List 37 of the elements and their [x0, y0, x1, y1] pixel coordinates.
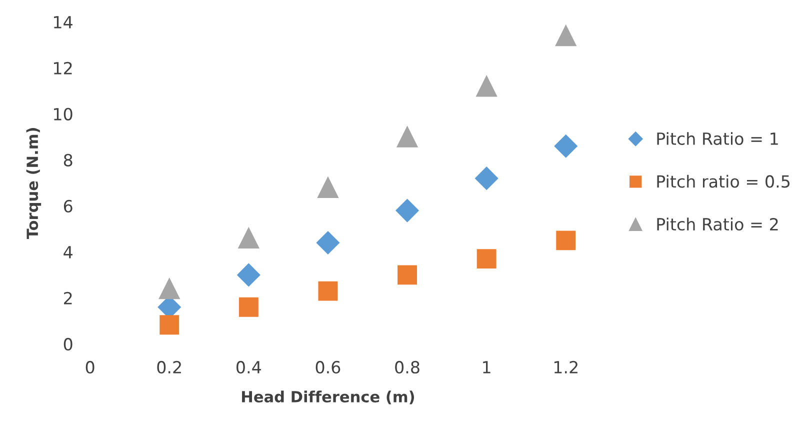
legend-label: Pitch Ratio = 2: [657, 218, 778, 231]
point: [476, 249, 496, 269]
y-tick-label: 10: [54, 108, 72, 120]
x-axis-title: Head Difference (m): [242, 390, 414, 404]
point: [238, 297, 258, 317]
y-tick-label: 12: [54, 62, 72, 74]
point: [555, 25, 576, 46]
x-tick-label: 1: [483, 361, 490, 374]
y-tick-label: 8: [64, 154, 72, 166]
point: [160, 315, 180, 335]
point: [476, 76, 497, 97]
x-tick-label: 1.2: [554, 360, 578, 374]
point: [158, 278, 180, 300]
point: [238, 228, 260, 249]
x-tick-label: 0: [86, 360, 94, 374]
x-tick-label: 0.2: [157, 360, 181, 374]
point: [556, 230, 576, 250]
y-tick-label: 0: [64, 338, 72, 351]
y-axis-title: Torque (N.m): [26, 128, 42, 240]
point: [396, 126, 418, 148]
x-tick-label: 0.4: [236, 360, 261, 374]
x-tick-label: 0.6: [316, 360, 340, 374]
point: [316, 231, 340, 254]
point: [237, 263, 260, 286]
point: [318, 177, 338, 198]
point: [318, 281, 338, 301]
point: [396, 199, 419, 222]
y-tick-label: 4: [64, 246, 72, 258]
y-tick-label: 14: [54, 16, 72, 28]
point: [398, 265, 417, 285]
x-tick-label: 0.8: [395, 360, 420, 374]
legend-label: Pitch ratio = 0.5: [657, 174, 790, 188]
point: [554, 134, 578, 158]
legend-label: Pitch Ratio = 1: [657, 132, 778, 145]
point: [475, 166, 498, 190]
y-tick-label: 6: [64, 200, 72, 212]
y-tick-label: 2: [64, 292, 72, 304]
